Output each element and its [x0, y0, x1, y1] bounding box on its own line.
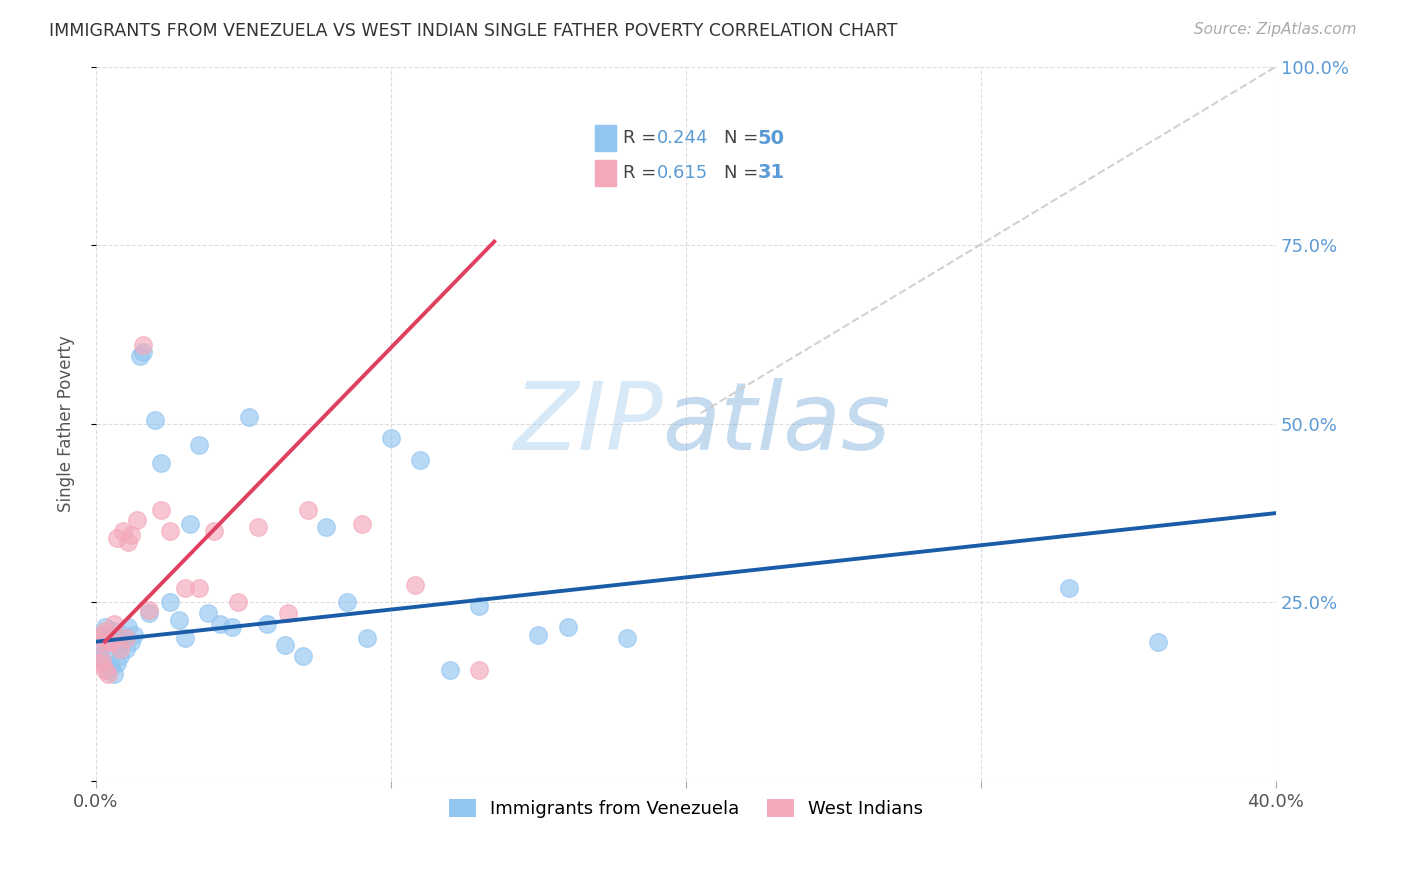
Point [87, 634, 110, 648]
Bar [595, 125, 616, 151]
Point [188, 438, 211, 452]
Point [274, 638, 297, 652]
Point [97, 663, 120, 677]
Point [103, 616, 125, 631]
Point [129, 349, 152, 363]
Point [103, 666, 125, 681]
Point [87, 648, 110, 663]
Point [132, 345, 155, 359]
Point [138, 606, 160, 620]
Point [380, 431, 402, 445]
Bar [595, 160, 616, 186]
Point [468, 599, 491, 613]
Text: R =: R = [623, 164, 662, 182]
Point [468, 663, 491, 677]
Point [297, 502, 319, 516]
Text: 0.615: 0.615 [657, 164, 709, 182]
Point [179, 516, 201, 531]
Point [143, 413, 166, 427]
Point [221, 620, 243, 634]
Point [105, 531, 128, 545]
Point [124, 627, 146, 641]
Text: 31: 31 [758, 163, 785, 182]
Point [117, 534, 139, 549]
Point [159, 524, 181, 538]
Point [226, 595, 249, 609]
Point [90, 627, 112, 641]
Text: N =: N = [724, 129, 763, 147]
Point [173, 581, 195, 595]
Point [100, 638, 122, 652]
Point [291, 648, 314, 663]
Point [409, 452, 432, 467]
Legend: Immigrants from Venezuela, West Indians: Immigrants from Venezuela, West Indians [441, 792, 931, 826]
Point [132, 338, 155, 352]
Point [94, 620, 117, 634]
Point [120, 527, 142, 541]
Text: R =: R = [623, 129, 662, 147]
Point [616, 631, 638, 645]
Point [111, 627, 134, 641]
Point [97, 631, 120, 645]
Point [197, 606, 219, 620]
Point [356, 631, 378, 645]
Point [103, 624, 125, 638]
Point [149, 456, 172, 470]
Point [108, 634, 131, 648]
Point [87, 638, 110, 652]
Point [108, 641, 131, 656]
Point [336, 595, 359, 609]
Point [97, 634, 120, 648]
Point [105, 656, 128, 670]
Text: ZIP: ZIP [513, 378, 662, 469]
Point [202, 524, 225, 538]
Point [111, 524, 134, 538]
Point [159, 595, 181, 609]
Point [315, 520, 337, 534]
Point [94, 656, 117, 670]
Text: atlas: atlas [662, 378, 890, 469]
Text: Source: ZipAtlas.com: Source: ZipAtlas.com [1194, 22, 1357, 37]
Point [167, 613, 190, 627]
Point [138, 602, 160, 616]
Point [94, 624, 117, 638]
Point [97, 666, 120, 681]
Point [247, 520, 270, 534]
Point [173, 631, 195, 645]
Point [94, 663, 117, 677]
Point [527, 627, 550, 641]
Point [149, 502, 172, 516]
Point [404, 577, 426, 591]
Point [90, 652, 112, 666]
Point [100, 634, 122, 648]
Text: 50: 50 [758, 128, 785, 147]
Point [117, 620, 139, 634]
Point [439, 663, 461, 677]
Point [127, 513, 149, 527]
Point [100, 659, 122, 673]
Y-axis label: Single Father Poverty: Single Father Poverty [58, 335, 75, 512]
Point [208, 616, 231, 631]
Point [108, 648, 131, 663]
Point [350, 516, 373, 531]
Point [1059, 581, 1081, 595]
Point [90, 652, 112, 666]
Point [87, 656, 110, 670]
Point [114, 631, 136, 645]
Text: 0.244: 0.244 [657, 129, 709, 147]
Point [1147, 634, 1170, 648]
Point [188, 581, 211, 595]
Point [238, 409, 260, 424]
Point [120, 634, 142, 648]
Text: N =: N = [724, 164, 763, 182]
Point [105, 631, 128, 645]
Point [277, 606, 299, 620]
Text: IMMIGRANTS FROM VENEZUELA VS WEST INDIAN SINGLE FATHER POVERTY CORRELATION CHART: IMMIGRANTS FROM VENEZUELA VS WEST INDIAN… [49, 22, 897, 40]
Point [90, 627, 112, 641]
Point [114, 641, 136, 656]
Point [256, 616, 278, 631]
Point [557, 620, 579, 634]
